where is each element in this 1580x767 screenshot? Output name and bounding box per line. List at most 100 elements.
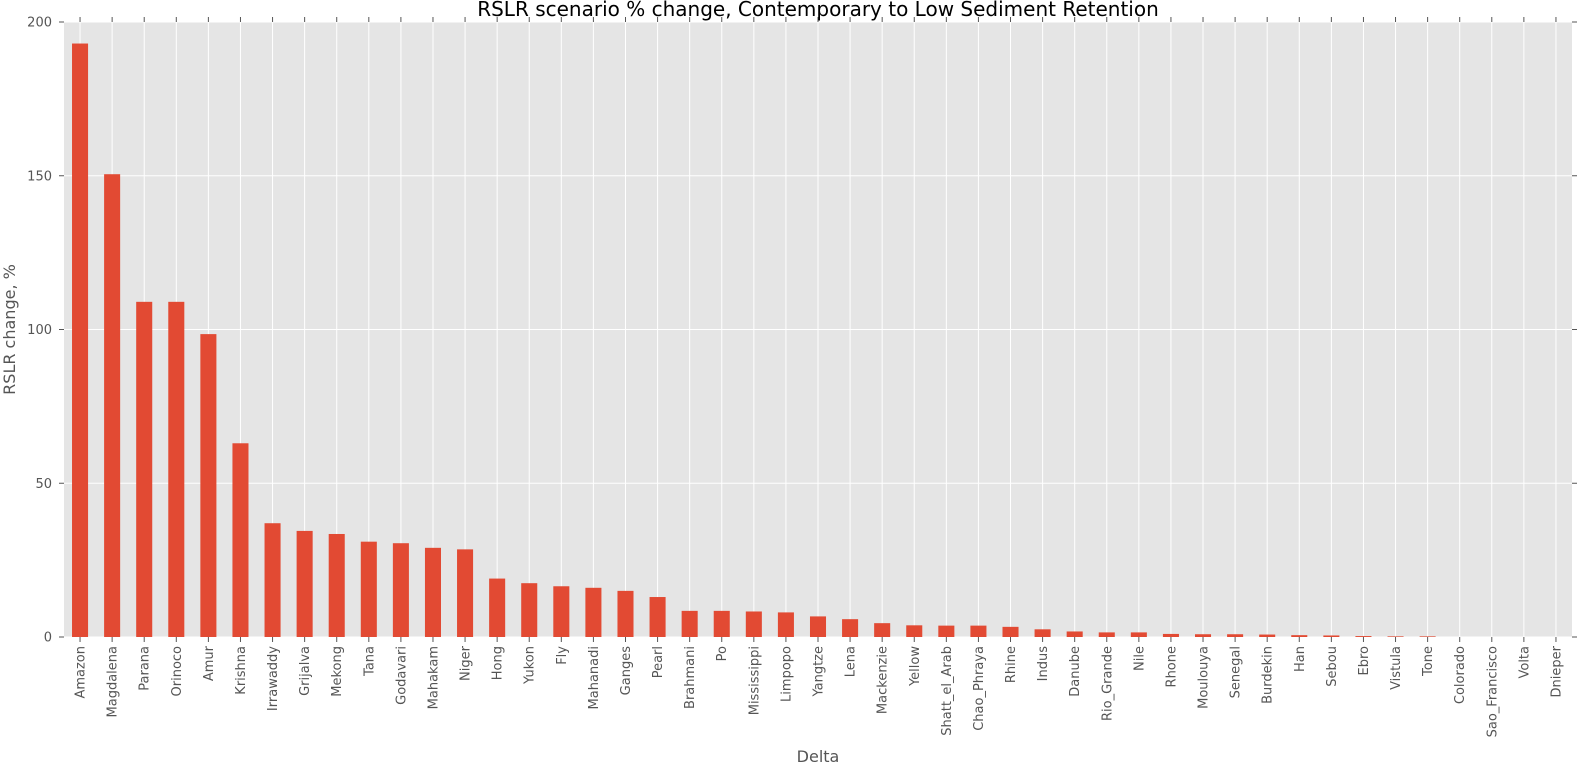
y-tick-labels: 0 50 100 150 200 — [27, 16, 52, 646]
y-tick-label: 0 — [44, 631, 52, 646]
bar-yukon — [521, 583, 538, 637]
x-tick-label: Senegal — [1229, 646, 1244, 698]
x-tick-label: Parana — [138, 646, 153, 691]
x-tick-labels: Amazon Magdalena Parana Orinoco Amur Krishna I… — [74, 645, 1565, 737]
x-tick-label: Yangtze — [812, 646, 827, 698]
bar-orinoco — [168, 301, 185, 637]
y-tick-label: 200 — [27, 16, 52, 31]
bar-shatt-el-arab — [938, 625, 955, 637]
x-tick-label: Rio_Grande — [1100, 646, 1115, 721]
chart-title: RSLR scenario % change, Contemporary to … — [477, 0, 1159, 21]
bar-vistula — [1387, 636, 1404, 637]
bar-niger — [457, 549, 474, 637]
x-tick-label: Ebro — [1357, 646, 1372, 676]
bar-yellow — [906, 625, 923, 637]
x-tick-label: Han — [1293, 646, 1308, 672]
bar-po — [713, 610, 730, 637]
x-tick-label: Amur — [202, 645, 217, 681]
x-tick-label: Krishna — [234, 646, 249, 695]
bar-fly — [553, 586, 570, 637]
bar-ebro — [1355, 636, 1372, 637]
bar-mahakam — [424, 547, 441, 637]
x-tick-label: Mackenzie — [876, 646, 891, 714]
x-tick-label: Yukon — [523, 646, 538, 685]
bar-godavari — [392, 543, 409, 637]
axis-ticks — [59, 17, 1577, 642]
y-tick-label: 100 — [27, 323, 52, 338]
x-tick-label: Burdekin — [1261, 646, 1276, 704]
bar-moulouya — [1195, 634, 1212, 637]
x-tick-label: Chao_Phraya — [972, 646, 987, 731]
bar-chao-phraya — [970, 625, 987, 637]
x-tick-label: Amazon — [74, 646, 89, 699]
bar-rhine — [1002, 626, 1019, 637]
x-tick-label: Orinoco — [170, 646, 185, 697]
bar-tone — [1419, 636, 1436, 637]
bar-rhone — [1162, 633, 1179, 637]
bar-brahmani — [681, 610, 698, 637]
x-tick-label: Dnieper — [1549, 645, 1564, 697]
bar-irrawaddy — [264, 523, 281, 637]
bar-parana — [136, 301, 153, 637]
bar-mississippi — [745, 611, 762, 637]
bar-rio-grande — [1098, 632, 1115, 637]
x-tick-label: Fly — [555, 646, 570, 665]
x-tick-label: Shatt_el_Arab — [940, 646, 955, 736]
x-tick-label: Po — [715, 646, 730, 661]
bar-limpopo — [777, 612, 794, 637]
bar-hong — [489, 578, 506, 637]
bar-amur — [200, 334, 217, 637]
bar-yangtze — [809, 616, 827, 637]
bar-sebou — [1323, 635, 1340, 637]
bar-indus — [1034, 629, 1051, 637]
x-tick-label: Tone — [1421, 646, 1436, 677]
x-tick-label: Vistula — [1389, 646, 1404, 690]
bar-mahanadi — [585, 587, 602, 637]
x-tick-label: Brahmani — [683, 646, 698, 709]
x-tick-label: Mahakam — [426, 646, 441, 709]
y-axis-label: RSLR change, % — [0, 264, 19, 395]
bar-magdalena — [104, 174, 121, 637]
x-tick-label: Rhine — [1004, 646, 1019, 683]
x-axis-label: Delta — [797, 747, 840, 766]
x-tick-label: Irrawaddy — [266, 646, 281, 711]
x-tick-label: Pearl — [651, 646, 666, 678]
bar-senegal — [1227, 634, 1244, 637]
x-tick-label: Moulouya — [1197, 646, 1212, 709]
bar-lena — [842, 619, 859, 637]
bar-pearl — [649, 597, 666, 637]
x-tick-label: Lena — [844, 646, 859, 677]
bar-grijalva — [296, 530, 313, 637]
y-tick-label: 150 — [27, 169, 52, 184]
x-tick-label: Volta — [1517, 646, 1532, 679]
x-tick-label: Godavari — [394, 646, 409, 705]
x-tick-label: Mekong — [330, 646, 345, 697]
x-tick-label: Grijalva — [298, 646, 313, 696]
bar-mackenzie — [874, 623, 891, 637]
x-tick-label: Colorado — [1453, 646, 1468, 704]
x-tick-label: Yellow — [908, 646, 923, 687]
x-tick-label: Sao_Francisco — [1485, 646, 1500, 737]
bar-han — [1291, 635, 1308, 637]
bar-nile — [1130, 632, 1147, 637]
x-tick-label: Magdalena — [106, 646, 121, 717]
x-tick-label: Rhone — [1164, 646, 1179, 687]
x-tick-label: Limpopo — [779, 646, 794, 702]
bar-tana — [360, 541, 377, 637]
x-tick-label: Niger — [459, 645, 474, 681]
x-tick-label: Danube — [1068, 646, 1083, 697]
bar-ganges — [617, 590, 634, 637]
bars — [72, 43, 1436, 637]
y-tick-label: 50 — [35, 477, 52, 492]
bar-burdekin — [1259, 634, 1276, 637]
x-tick-label: Sebou — [1325, 646, 1340, 687]
x-tick-label: Nile — [1132, 646, 1147, 671]
x-tick-label: Tana — [362, 646, 377, 677]
x-tick-label: Hong — [491, 646, 506, 680]
x-tick-label: Indus — [1036, 646, 1051, 682]
x-tick-label: Mississippi — [747, 646, 762, 715]
x-tick-label: Mahanadi — [587, 646, 602, 709]
bar-amazon — [72, 43, 89, 637]
bar-danube — [1066, 631, 1083, 637]
